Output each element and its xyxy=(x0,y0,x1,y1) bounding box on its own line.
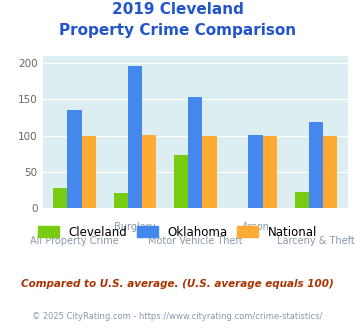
Bar xyxy=(82,136,96,208)
Bar xyxy=(142,135,156,208)
Bar xyxy=(188,97,202,208)
Bar xyxy=(53,188,67,208)
Text: Property Crime Comparison: Property Crime Comparison xyxy=(59,23,296,38)
Bar xyxy=(248,135,263,208)
Bar xyxy=(295,192,309,208)
Bar xyxy=(128,66,142,208)
Text: © 2025 CityRating.com - https://www.cityrating.com/crime-statistics/: © 2025 CityRating.com - https://www.city… xyxy=(32,312,323,321)
Bar xyxy=(202,136,217,208)
Bar xyxy=(309,122,323,208)
Text: 2019 Cleveland: 2019 Cleveland xyxy=(111,2,244,16)
Text: Arson: Arson xyxy=(242,222,269,232)
Bar xyxy=(263,136,277,208)
Text: Motor Vehicle Theft: Motor Vehicle Theft xyxy=(148,236,242,246)
Text: Burglary: Burglary xyxy=(114,222,155,232)
Bar xyxy=(323,136,337,208)
Bar xyxy=(67,110,82,208)
Bar xyxy=(174,155,188,208)
Text: Larceny & Theft: Larceny & Theft xyxy=(277,236,355,246)
Text: Compared to U.S. average. (U.S. average equals 100): Compared to U.S. average. (U.S. average … xyxy=(21,279,334,289)
Bar xyxy=(114,193,128,208)
Legend: Cleveland, Oklahoma, National: Cleveland, Oklahoma, National xyxy=(33,221,322,243)
Text: All Property Crime: All Property Crime xyxy=(30,236,119,246)
